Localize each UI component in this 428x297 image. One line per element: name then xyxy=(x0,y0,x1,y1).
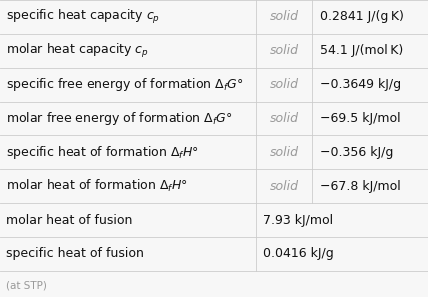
Text: solid: solid xyxy=(270,10,298,23)
Text: molar heat of fusion: molar heat of fusion xyxy=(6,214,132,227)
Text: specific heat of fusion: specific heat of fusion xyxy=(6,247,143,260)
Text: 7.93 kJ/mol: 7.93 kJ/mol xyxy=(263,214,333,227)
Text: (at STP): (at STP) xyxy=(6,280,47,290)
Text: solid: solid xyxy=(270,78,298,91)
Text: molar free energy of formation $\Delta_f G°$: molar free energy of formation $\Delta_f… xyxy=(6,110,232,127)
Text: solid: solid xyxy=(270,112,298,125)
Text: solid: solid xyxy=(270,146,298,159)
Text: solid: solid xyxy=(270,44,298,57)
Text: −69.5 kJ/mol: −69.5 kJ/mol xyxy=(320,112,401,125)
Text: solid: solid xyxy=(270,180,298,193)
Text: −67.8 kJ/mol: −67.8 kJ/mol xyxy=(320,180,401,193)
Text: −0.356 kJ/g: −0.356 kJ/g xyxy=(320,146,393,159)
Text: molar heat of formation $\Delta_f H°$: molar heat of formation $\Delta_f H°$ xyxy=(6,178,187,194)
Text: −0.3649 kJ/g: −0.3649 kJ/g xyxy=(320,78,401,91)
Text: specific heat capacity $c_p$: specific heat capacity $c_p$ xyxy=(6,8,160,26)
Text: 0.2841 J/(g K): 0.2841 J/(g K) xyxy=(320,10,404,23)
Text: molar heat capacity $c_p$: molar heat capacity $c_p$ xyxy=(6,42,149,60)
Text: specific heat of formation $\Delta_f H°$: specific heat of formation $\Delta_f H°$ xyxy=(6,144,199,161)
Text: specific free energy of formation $\Delta_f G°$: specific free energy of formation $\Delt… xyxy=(6,76,243,93)
Text: 0.0416 kJ/g: 0.0416 kJ/g xyxy=(263,247,334,260)
Text: 54.1 J/(mol K): 54.1 J/(mol K) xyxy=(320,44,404,57)
